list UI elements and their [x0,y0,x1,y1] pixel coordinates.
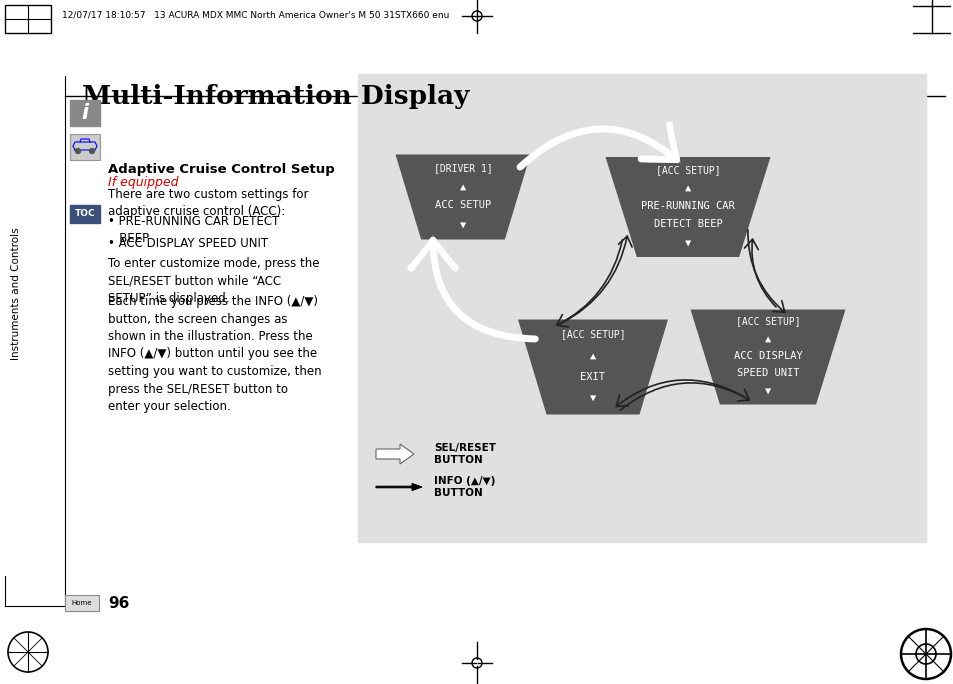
Text: ▼: ▼ [764,386,770,395]
Text: There are two custom settings for
adaptive cruise control (ACC):: There are two custom settings for adapti… [108,188,308,218]
FancyArrow shape [375,444,414,464]
Text: Each time you press the INFO (▲/▼)
button, the screen changes as
shown in the il: Each time you press the INFO (▲/▼) butto… [108,295,321,413]
Text: Multi-Information Display: Multi-Information Display [82,84,469,109]
FancyArrowPatch shape [619,383,748,410]
Polygon shape [517,319,667,415]
Bar [5,5,51,33]
Text: Adaptive Cruise Control Setup: Adaptive Cruise Control Setup [108,163,335,176]
Text: • ACC DISPLAY SPEED UNIT: • ACC DISPLAY SPEED UNIT [108,237,268,250]
Text: ▲: ▲ [684,183,690,193]
Text: ▲: ▲ [589,350,596,360]
FancyArrowPatch shape [557,239,621,327]
Text: PRE-RUNNING CAR: PRE-RUNNING CAR [640,201,734,211]
Text: SEL/RESET
BUTTON: SEL/RESET BUTTON [434,443,496,465]
Text: i: i [81,103,89,123]
Bar [65,595,99,611]
Text: [ACC SETUP]: [ACC SETUP] [735,317,800,326]
FancyArrowPatch shape [743,239,775,307]
Text: ACC SETUP: ACC SETUP [435,200,491,211]
Text: TOC: TOC [74,209,95,218]
FancyArrowPatch shape [747,230,784,313]
Text: ▲: ▲ [459,182,466,192]
Text: ▼: ▼ [684,237,690,248]
Text: ACC DISPLAY: ACC DISPLAY [733,351,801,361]
Text: ▼: ▼ [589,393,596,403]
Bar [357,74,925,542]
Text: [ACC SETUP]: [ACC SETUP] [560,329,624,339]
Text: INFO (▲/▼)
BUTTON: INFO (▲/▼) BUTTON [434,476,495,498]
Bar [70,205,100,223]
Text: • PRE-RUNNING CAR DETECT
   BEEP: • PRE-RUNNING CAR DETECT BEEP [108,215,279,246]
Polygon shape [395,155,530,239]
Bar [70,134,100,160]
Text: If equipped: If equipped [108,176,178,189]
Text: To enter customize mode, press the
SEL/RESET button while “ACC
SETUP” is display: To enter customize mode, press the SEL/R… [108,257,319,305]
Text: 96: 96 [108,596,130,611]
Text: DETECT BEEP: DETECT BEEP [653,220,721,229]
Bar [70,100,100,126]
Text: Home: Home [71,600,92,606]
Text: ▼: ▼ [459,220,466,229]
FancyArrowPatch shape [560,236,632,324]
Text: 12/07/17 18:10:57   13 ACURA MDX MMC North America Owner's M 50 31STX660 enu: 12/07/17 18:10:57 13 ACURA MDX MMC North… [62,10,449,20]
FancyArrow shape [375,484,421,490]
FancyArrowPatch shape [411,240,535,339]
FancyArrowPatch shape [616,380,745,406]
FancyArrowPatch shape [519,124,676,167]
Text: EXIT: EXIT [579,371,605,382]
Polygon shape [605,157,770,257]
Text: Instruments and Controls: Instruments and Controls [11,228,21,360]
Text: [ACC SETUP]: [ACC SETUP] [655,165,720,174]
Circle shape [90,148,94,153]
Polygon shape [690,309,844,404]
Circle shape [75,148,80,153]
Text: [DRIVER 1]: [DRIVER 1] [434,163,492,173]
Text: ▲: ▲ [764,334,770,344]
Text: SPEED UNIT: SPEED UNIT [736,369,799,378]
